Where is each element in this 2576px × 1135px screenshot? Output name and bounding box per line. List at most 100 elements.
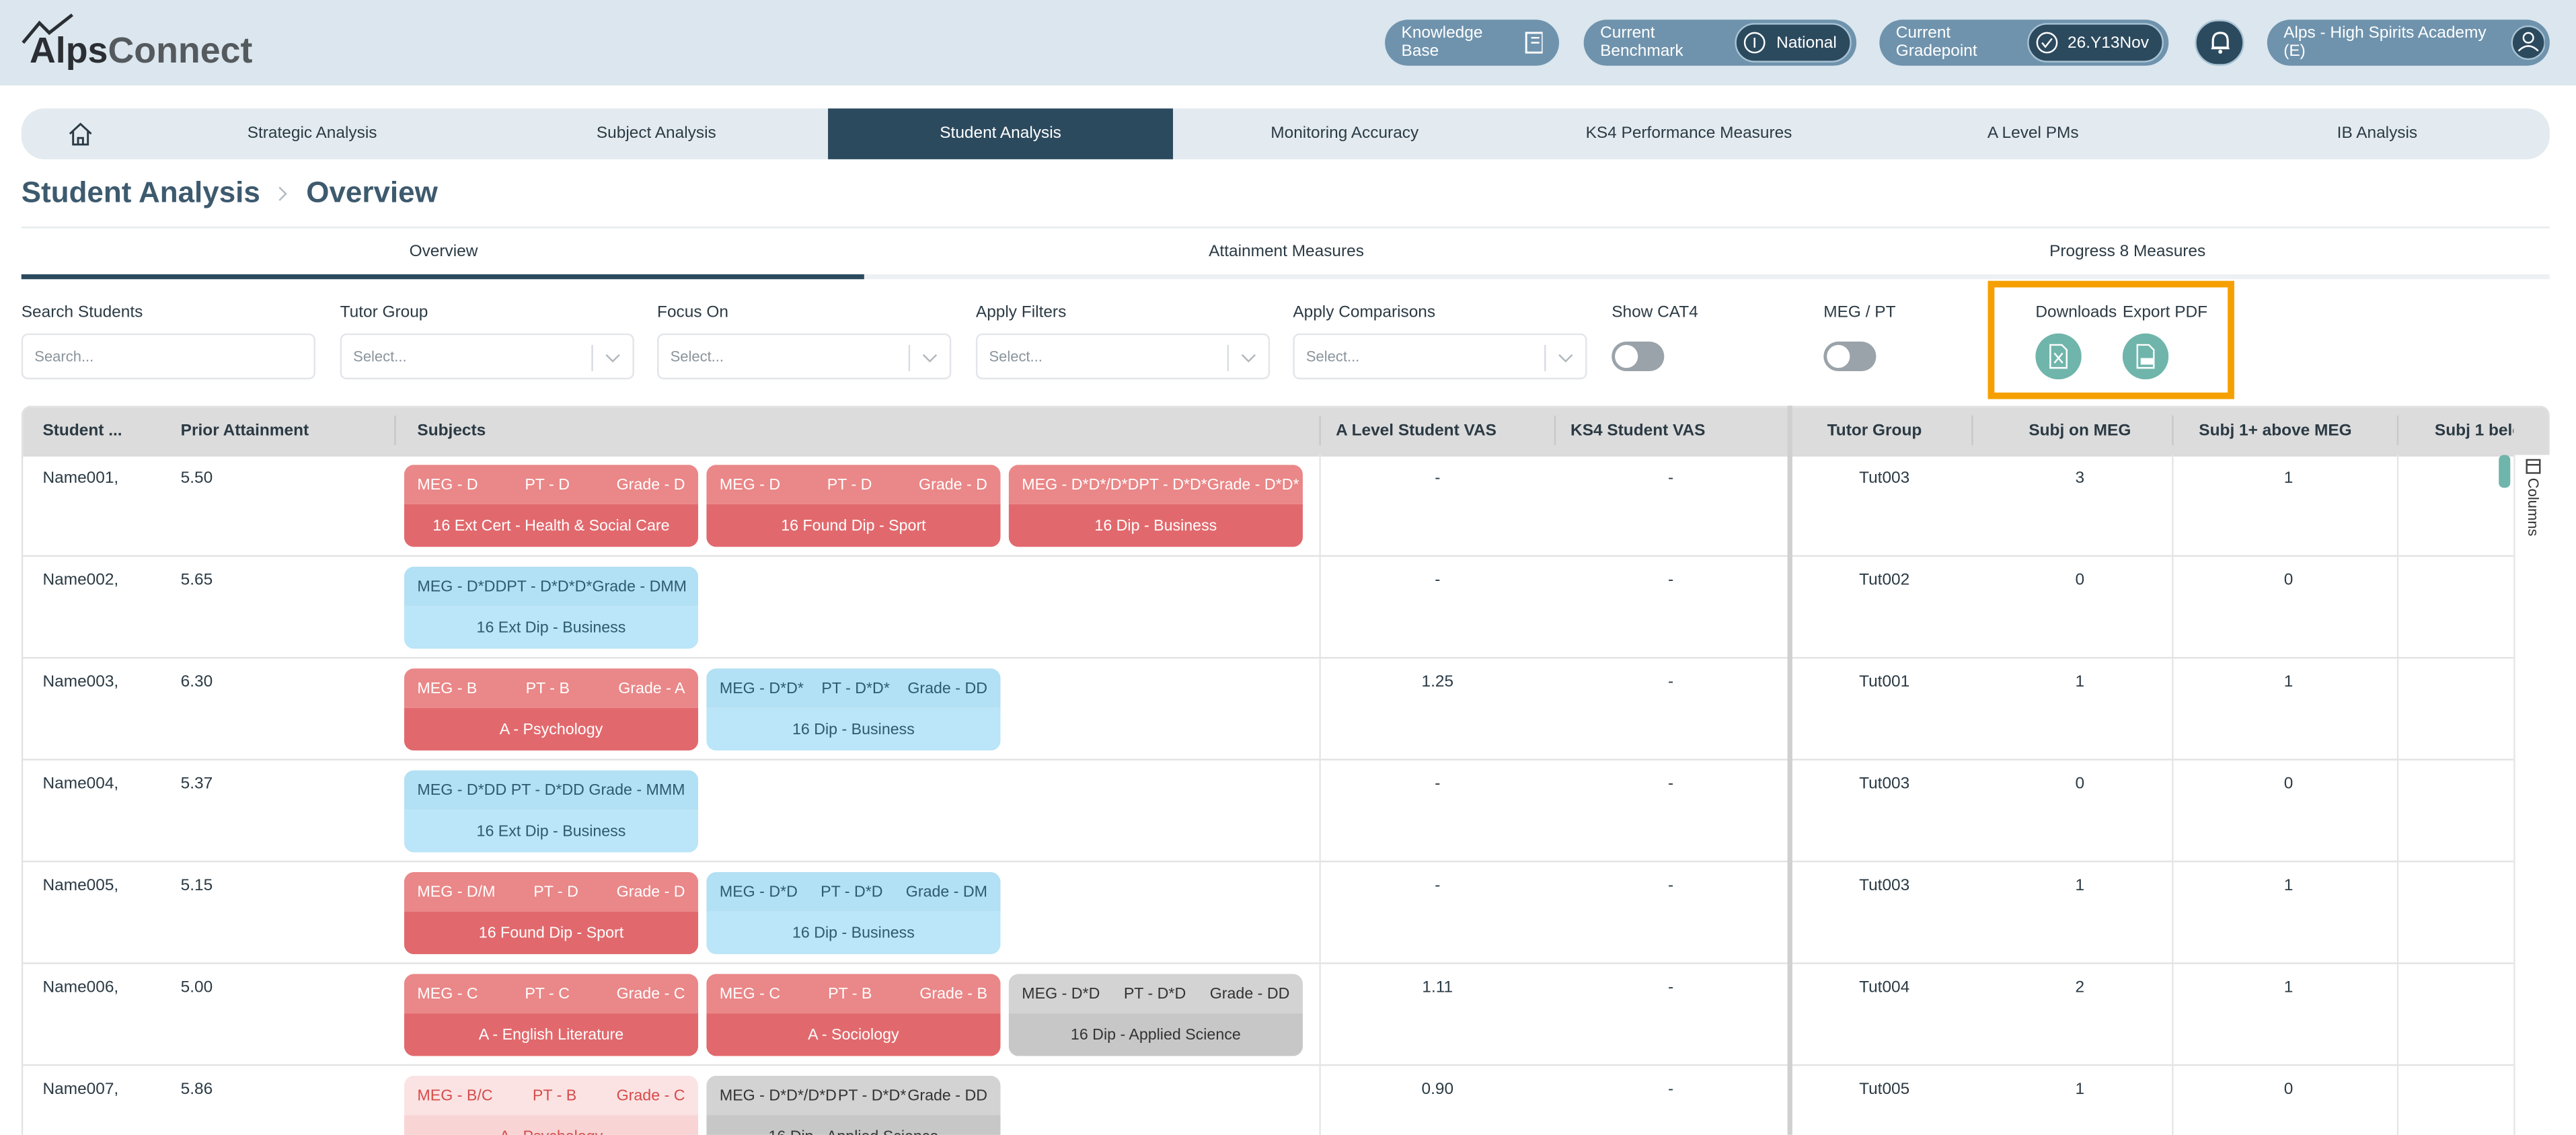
- prior-attainment: 5.86: [180, 1081, 213, 1099]
- column-header[interactable]: Subj 1+ above MEG: [2199, 421, 2352, 440]
- nav-tab[interactable]: Strategic Analysis: [247, 124, 377, 143]
- knowledge-base-button[interactable]: Knowledge Base: [1385, 19, 1560, 66]
- column-header[interactable]: Subj 1 belo: [2434, 421, 2513, 440]
- subject-chip[interactable]: MEG - D*D PT - D*D Grade - DM 16 Dip - Busi…: [706, 872, 1001, 955]
- scrollbar-thumb[interactable]: [2499, 455, 2511, 488]
- column-header[interactable]: Student ...: [42, 421, 122, 440]
- chip-grades: MEG - B/C PT - B Grade - C: [404, 1075, 699, 1116]
- export-pdf-button[interactable]: [2122, 333, 2169, 380]
- student-name[interactable]: Name003,: [42, 673, 119, 692]
- logo[interactable]: AlpsConnect: [30, 30, 252, 73]
- check-icon: [2035, 32, 2057, 54]
- student-name[interactable]: Name005,: [42, 877, 119, 896]
- gradepoint-button[interactable]: Current Gradepoint 26.Y13Nov: [1879, 19, 2169, 66]
- student-name[interactable]: Name006,: [42, 978, 119, 997]
- downloads-label: Downloads: [2035, 303, 2117, 322]
- sub-tab[interactable]: Progress 8 Measures: [2049, 243, 2206, 262]
- tutor-group: Tut001: [1859, 673, 1910, 692]
- notifications-button[interactable]: [2195, 19, 2244, 66]
- sub-tab[interactable]: Overview: [409, 243, 478, 262]
- school-button[interactable]: Alps - High Spirits Academy (E): [2267, 19, 2550, 66]
- subject-chip[interactable]: MEG - B/C PT - B Grade - C A - Psychology: [404, 1075, 699, 1135]
- subject-chip[interactable]: MEG - C PT - B Grade - B A - Sociology: [706, 974, 1001, 1056]
- a-level-vas: -: [1435, 572, 1441, 590]
- columns-panel[interactable]: Columns: [2513, 455, 2552, 1135]
- meg: MEG - D*D*: [719, 679, 804, 697]
- pt: PT - B: [532, 1086, 577, 1105]
- nav-tab[interactable]: Monitoring Accuracy: [1271, 124, 1419, 143]
- column-header[interactable]: Prior Attainment: [180, 421, 309, 440]
- subject-chip[interactable]: MEG - D/M PT - D Grade - D 16 Found Dip - S…: [404, 872, 699, 955]
- select-input[interactable]: Select...: [1293, 333, 1587, 380]
- pt: PT - D*D: [821, 882, 883, 901]
- placeholder: Search...: [34, 348, 94, 365]
- cell-divider: [2396, 862, 2399, 963]
- ks4-vas: -: [1668, 978, 1674, 997]
- ks4-vas: -: [1668, 1081, 1674, 1099]
- student-name[interactable]: Name002,: [42, 572, 119, 590]
- cell-divider: [2172, 658, 2174, 759]
- breadcrumb-item[interactable]: Student Analysis: [21, 175, 260, 209]
- column-header[interactable]: Subjects: [417, 421, 486, 440]
- ks4-vas: -: [1668, 775, 1674, 793]
- downloads-button[interactable]: [2035, 333, 2082, 380]
- subject-chip[interactable]: MEG - D PT - D Grade - D 16 Ext Cert - Heal…: [404, 465, 699, 547]
- breadcrumb-separator: [279, 186, 288, 200]
- select-input[interactable]: Select...: [657, 333, 952, 380]
- home-icon[interactable]: [67, 122, 93, 147]
- student-name[interactable]: Name007,: [42, 1081, 119, 1099]
- subject-name: 16 Dip - Business: [706, 707, 1001, 751]
- meg: MEG - D*DD: [417, 781, 507, 799]
- pt: PT - D*DD: [510, 781, 584, 799]
- toggle[interactable]: [1823, 342, 1877, 372]
- column-header[interactable]: Tutor Group: [1827, 421, 1922, 440]
- sub-tab[interactable]: Attainment Measures: [1209, 243, 1364, 262]
- nav-tab[interactable]: A Level PMs: [1987, 124, 2079, 143]
- select-input[interactable]: Select...: [975, 333, 1271, 380]
- subject-name: 16 Ext Dip - Business: [404, 810, 699, 853]
- subject-name: A - Psychology: [404, 1115, 699, 1135]
- nav-tab[interactable]: IB Analysis: [2337, 124, 2418, 143]
- subject-chip[interactable]: MEG - D*DD PT - D*DD Grade - MMM 16 Ext Dip…: [404, 770, 699, 853]
- nav-tab[interactable]: Subject Analysis: [596, 124, 716, 143]
- column-header[interactable]: A Level Student VAS: [1336, 421, 1497, 440]
- meg: MEG - B/C: [417, 1086, 493, 1105]
- column-header[interactable]: Subj on MEG: [2029, 421, 2131, 440]
- pt: PT - D*D*D*: [506, 577, 593, 596]
- subj-above-meg: 0: [2283, 572, 2294, 590]
- placeholder: Select...: [989, 348, 1043, 365]
- logo-brand: Alps: [29, 29, 108, 71]
- subject-chip[interactable]: MEG - B PT - B Grade - A A - Psychology: [404, 668, 699, 751]
- grade: Grade - D: [616, 882, 685, 901]
- subject-name: 16 Found Dip - Sport: [404, 911, 699, 955]
- subject-chip[interactable]: MEG - D*D* PT - D*D* Grade - DD 16 Dip - Bu…: [706, 668, 1001, 751]
- nav-tab[interactable]: Student Analysis: [828, 108, 1174, 159]
- select-input[interactable]: Select...: [340, 333, 634, 380]
- chip-grades: MEG - D*D* PT - D*D* Grade - DD: [706, 668, 1001, 708]
- tutor-group: Tut003: [1859, 877, 1910, 896]
- column-header[interactable]: KS4 Student VAS: [1570, 421, 1706, 440]
- subject-chip[interactable]: MEG - D*D PT - D*D Grade - DD 16 Dip - Appl…: [1008, 974, 1303, 1056]
- column-divider: [394, 415, 396, 445]
- student-name[interactable]: Name004,: [42, 775, 119, 793]
- book-icon: [1525, 32, 1543, 54]
- pt: PT - C: [525, 984, 570, 1003]
- filter-label: Apply Filters: [975, 303, 1067, 322]
- subject-chip[interactable]: MEG - D*D*/D*D PT - D*D* Grade - D*D* 16 Di…: [1008, 465, 1303, 547]
- grade: Grade - DD: [907, 1086, 988, 1105]
- search-input[interactable]: Search...: [21, 333, 315, 380]
- subject-chip[interactable]: MEG - D PT - D Grade - D 16 Found Dip - Spo…: [706, 465, 1001, 547]
- subject-chip[interactable]: MEG - C PT - C Grade - C A - English Litera…: [404, 974, 699, 1056]
- cell-divider: [2172, 557, 2174, 658]
- student-name[interactable]: Name001,: [42, 469, 119, 488]
- subject-name: 16 Dip - Applied Science: [706, 1115, 1001, 1135]
- cell-divider: [1319, 557, 1321, 658]
- benchmark-button[interactable]: Current Benchmark National: [1583, 19, 1857, 66]
- nav-tab[interactable]: KS4 Performance Measures: [1585, 124, 1792, 143]
- meg: MEG - D*DD: [417, 577, 507, 596]
- chip-grades: MEG - B PT - B Grade - A: [404, 668, 699, 708]
- table-header: [23, 407, 2548, 457]
- subject-chip[interactable]: MEG - D*DD PT - D*D*D* Grade - DMM 16 Ext D…: [404, 566, 699, 649]
- toggle[interactable]: [1612, 342, 1665, 372]
